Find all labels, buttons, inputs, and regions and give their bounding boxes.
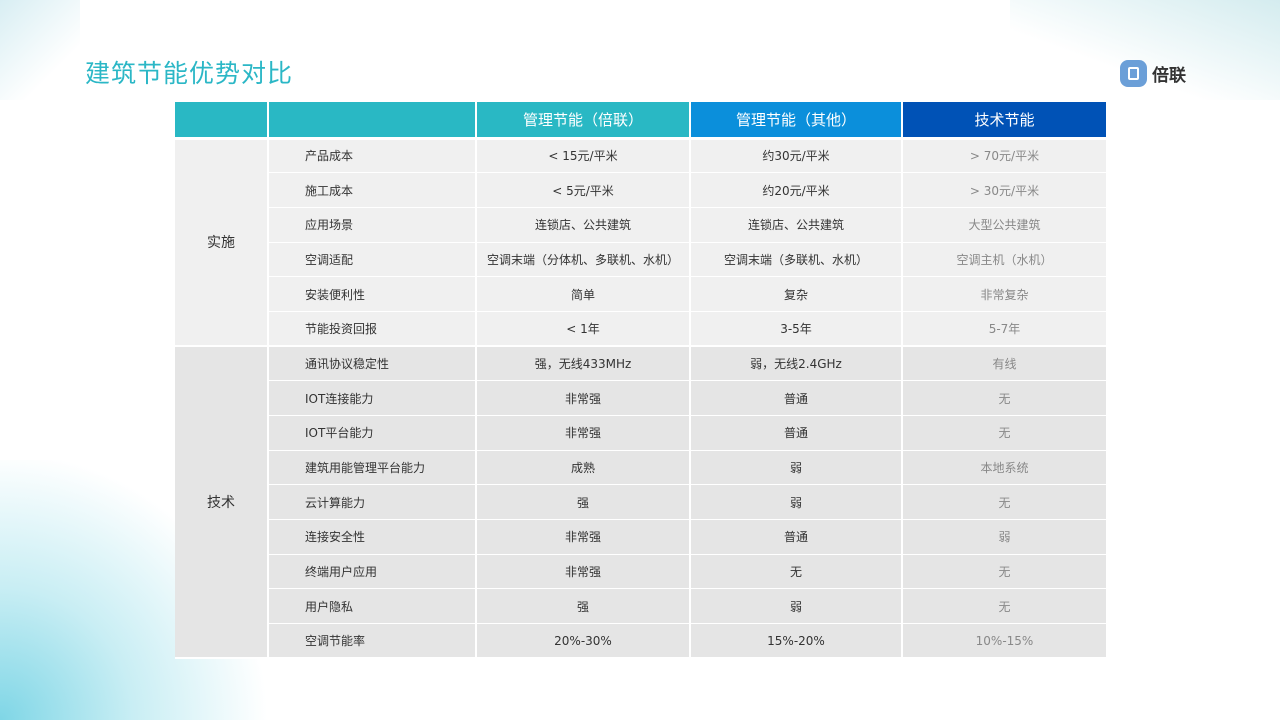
cell-beilian: 成熟 — [476, 450, 691, 486]
table-row: IOT连接能力 非常强 普通无 — [175, 380, 1106, 416]
cell-tech: 空调主机（水机） — [902, 242, 1106, 278]
cell-other: 弱 — [690, 450, 903, 486]
cell-beilian: 非常强 — [476, 380, 691, 416]
row-label: 空调节能率 — [268, 623, 477, 660]
row-label: 连接安全性 — [268, 519, 477, 555]
cell-tech: 无 — [902, 588, 1106, 625]
table-row: 施工成本 < 5元/平米 约20元/平米 > 30元/平米 — [175, 172, 1106, 208]
cell-beilian: < 5元/平米 — [476, 172, 691, 208]
row-label: 节能投资回报 — [268, 311, 477, 348]
cell-tech: 10%-15% — [902, 623, 1106, 660]
cell-tech: 无 — [902, 484, 1106, 521]
cell-other: 约20元/平米 — [690, 172, 903, 208]
cell-other: 3-5年 — [690, 311, 903, 348]
cell-tech: 非常复杂 — [902, 276, 1106, 312]
row-label: 安装便利性 — [268, 276, 477, 312]
cell-tech: 本地系统 — [902, 450, 1106, 486]
row-label: 应用场景 — [268, 207, 477, 243]
cell-tech: > 30元/平米 — [902, 172, 1106, 208]
cell-other: 弱，无线2.4GHz — [690, 346, 903, 382]
decorative-pattern-top-left — [0, 0, 80, 100]
page-title: 建筑节能优势对比 — [85, 59, 294, 88]
cell-beilian: 强 — [476, 588, 691, 625]
row-label: 云计算能力 — [268, 484, 477, 521]
cell-beilian: 空调末端（分体机、多联机、水机） — [476, 242, 691, 278]
group-label: 实施 — [175, 138, 269, 348]
cell-other: 普通 — [690, 380, 903, 416]
cell-other: 复杂 — [690, 276, 903, 312]
table-row: IOT平台能力 非常强 普通无 — [175, 415, 1106, 451]
cell-beilian: < 15元/平米 — [476, 138, 691, 174]
cell-tech: > 70元/平米 — [902, 138, 1106, 174]
table-row: 实施 产品成本 < 15元/平米 约30元/平米 > 70元/平米 — [175, 138, 1106, 348]
row-label: IOT连接能力 — [268, 380, 477, 416]
table-header-row: 管理节能（倍联） 管理节能（其他） 技术节能 — [175, 102, 1106, 140]
table-row: 建筑用能管理平台能力 成熟弱本地系统 — [175, 450, 1106, 486]
cell-tech: 无 — [902, 415, 1106, 451]
cell-other: 连锁店、公共建筑 — [690, 207, 903, 243]
table-row: 技术 通讯协议稳定性 强，无线433MHz 弱，无线2.4GHz 有线 — [175, 346, 1106, 660]
comparison-table: 管理节能（倍联） 管理节能（其他） 技术节能 实施 产品成本 < 15元/平米 约30… — [175, 102, 1106, 660]
cell-other: 普通 — [690, 519, 903, 555]
header-cell-beilian: 管理节能（倍联） — [476, 102, 691, 140]
cell-tech: 有线 — [902, 346, 1106, 382]
logo-text: 倍联 — [1152, 66, 1186, 86]
cell-beilian: < 1年 — [476, 311, 691, 348]
row-label: 产品成本 — [268, 138, 477, 174]
table-row: 安装便利性 简单 复杂 非常复杂 — [175, 276, 1106, 312]
cell-beilian: 连锁店、公共建筑 — [476, 207, 691, 243]
header-cell-tech: 技术节能 — [902, 102, 1106, 140]
row-label: 施工成本 — [268, 172, 477, 208]
table-row: 空调节能率 20%-30% 15%-20% 10%-15% — [175, 623, 1106, 660]
row-label: 终端用户应用 — [268, 554, 477, 590]
row-label: IOT平台能力 — [268, 415, 477, 451]
cell-tech: 无 — [902, 380, 1106, 416]
cell-beilian: 非常强 — [476, 554, 691, 590]
cell-beilian: 强 — [476, 484, 691, 521]
cell-other: 空调末端（多联机、水机） — [690, 242, 903, 278]
cell-other: 弱 — [690, 484, 903, 521]
cell-beilian: 20%-30% — [476, 623, 691, 660]
logo-icon — [1120, 60, 1147, 87]
cell-other: 普通 — [690, 415, 903, 451]
table-row: 节能投资回报 < 1年 3-5年 5-7年 — [175, 311, 1106, 348]
cell-tech: 5-7年 — [902, 311, 1106, 348]
row-label: 建筑用能管理平台能力 — [268, 450, 477, 486]
cell-tech: 弱 — [902, 519, 1106, 555]
table-row: 连接安全性 非常强 普通弱 — [175, 519, 1106, 555]
table-row: 应用场景 连锁店、公共建筑 连锁店、公共建筑 大型公共建筑 — [175, 207, 1106, 243]
cell-beilian: 强，无线433MHz — [476, 346, 691, 382]
cell-beilian: 简单 — [476, 276, 691, 312]
cell-beilian: 非常强 — [476, 415, 691, 451]
table-row: 云计算能力强弱无 — [175, 484, 1106, 521]
cell-other: 约30元/平米 — [690, 138, 903, 174]
row-label: 通讯协议稳定性 — [268, 346, 477, 382]
table-row: 空调适配 空调末端（分体机、多联机、水机） 空调末端（多联机、水机） 空调主机（水机） — [175, 242, 1106, 278]
table-row: 终端用户应用 非常强无无 — [175, 554, 1106, 590]
table-row: 用户隐私强弱无 — [175, 588, 1106, 625]
brand-logo: 倍联 — [1120, 60, 1186, 87]
cell-other: 15%-20% — [690, 623, 903, 660]
group-label: 技术 — [175, 346, 269, 660]
header-cell-item — [268, 102, 477, 140]
row-label: 空调适配 — [268, 242, 477, 278]
cell-tech: 无 — [902, 554, 1106, 590]
cell-other: 无 — [690, 554, 903, 590]
cell-beilian: 非常强 — [476, 519, 691, 555]
cell-other: 弱 — [690, 588, 903, 625]
row-label: 用户隐私 — [268, 588, 477, 625]
header-cell-group — [175, 102, 269, 140]
cell-tech: 大型公共建筑 — [902, 207, 1106, 243]
header-cell-other: 管理节能（其他） — [690, 102, 903, 140]
